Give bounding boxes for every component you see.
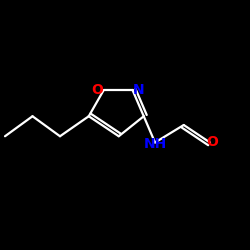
Text: N: N	[133, 83, 144, 97]
Text: O: O	[92, 83, 104, 97]
Text: NH: NH	[144, 137, 167, 151]
Text: O: O	[206, 136, 218, 149]
